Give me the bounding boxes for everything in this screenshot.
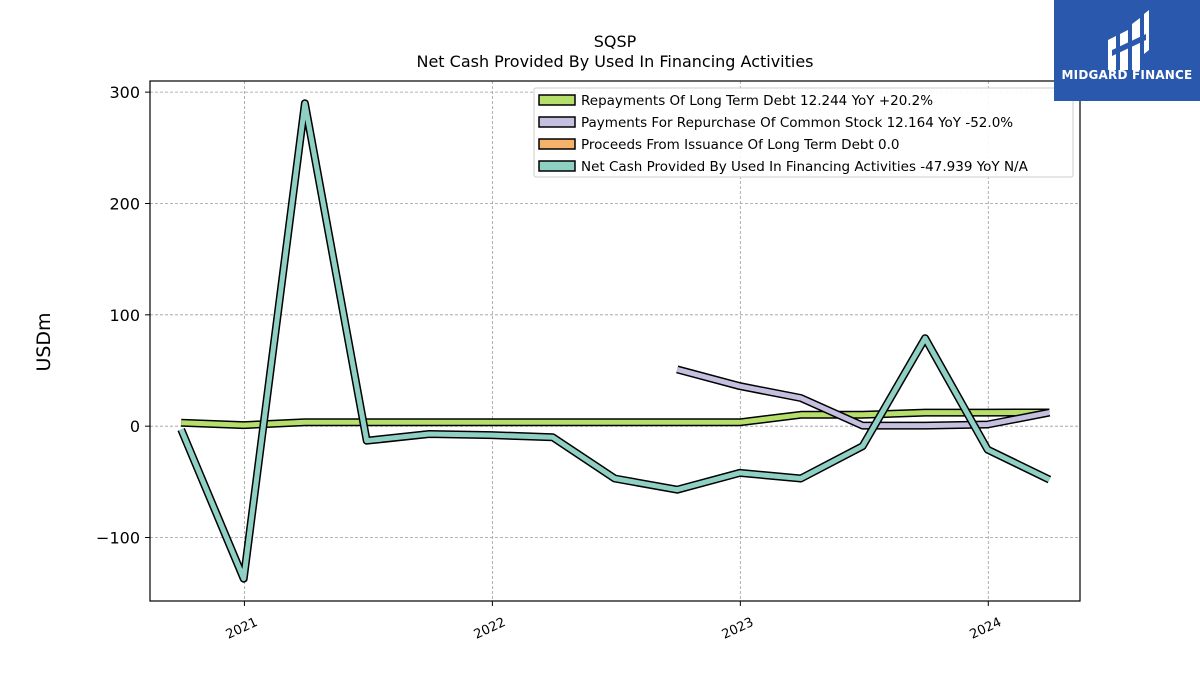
chart-subtitle: Net Cash Provided By Used In Financing A… — [416, 52, 814, 71]
x-tick-label: 2024 — [968, 615, 1004, 643]
chart-titles: SQSP Net Cash Provided By Used In Financ… — [150, 32, 1080, 72]
midgard-finance-logo: MIDGARD FINANCE — [1054, 0, 1200, 101]
legend-entry: Payments For Repurchase Of Common Stock … — [538, 115, 1013, 131]
series-lines — [177, 99, 1052, 583]
series-line-stroke — [676, 366, 1050, 429]
logo-mark-icon — [1108, 10, 1149, 70]
legend-swatch — [538, 138, 576, 150]
x-tick-label: 2022 — [472, 615, 508, 643]
x-axis: 2021 2022 2023 2024 — [224, 601, 1004, 643]
y-tick-label: 100 — [109, 306, 140, 325]
legend-label: Net Cash Provided By Used In Financing A… — [581, 159, 1029, 175]
series-line-stroke — [178, 100, 1051, 582]
x-tick-label: 2023 — [720, 615, 756, 643]
logo-text: MIDGARD FINANCE — [1061, 68, 1193, 82]
legend: Repayments Of Long Term Debt 12.244 YoY … — [533, 87, 1074, 178]
legend-label: Repayments Of Long Term Debt 12.244 YoY … — [581, 93, 933, 109]
legend-swatch — [538, 94, 576, 106]
series-line — [676, 365, 1051, 430]
y-axis: 300 200 100 0 −100 — [96, 83, 150, 548]
y-tick-label: −100 — [96, 529, 140, 548]
legend-swatch — [538, 116, 576, 128]
legend-label: Proceeds From Issuance Of Long Term Debt… — [581, 137, 900, 153]
y-axis-label: USDm — [33, 312, 55, 372]
legend-entry: Repayments Of Long Term Debt 12.244 YoY … — [538, 93, 933, 109]
legend-box — [533, 87, 1074, 178]
y-tick-label: 200 — [109, 194, 140, 213]
y-tick-label: 300 — [109, 83, 140, 102]
plot-frame — [149, 80, 1081, 602]
chart-title: SQSP — [593, 32, 637, 51]
legend-entry: Proceeds From Issuance Of Long Term Debt… — [538, 137, 900, 153]
series-line — [177, 99, 1052, 583]
y-tick-label: 0 — [130, 417, 140, 436]
legend-swatch — [538, 160, 576, 172]
series-line — [181, 408, 1050, 430]
series-line-stroke — [181, 410, 1050, 428]
legend-label: Payments For Repurchase Of Common Stock … — [581, 115, 1013, 131]
x-tick-label: 2021 — [224, 615, 260, 643]
legend-entry: Net Cash Provided By Used In Financing A… — [538, 159, 1029, 175]
